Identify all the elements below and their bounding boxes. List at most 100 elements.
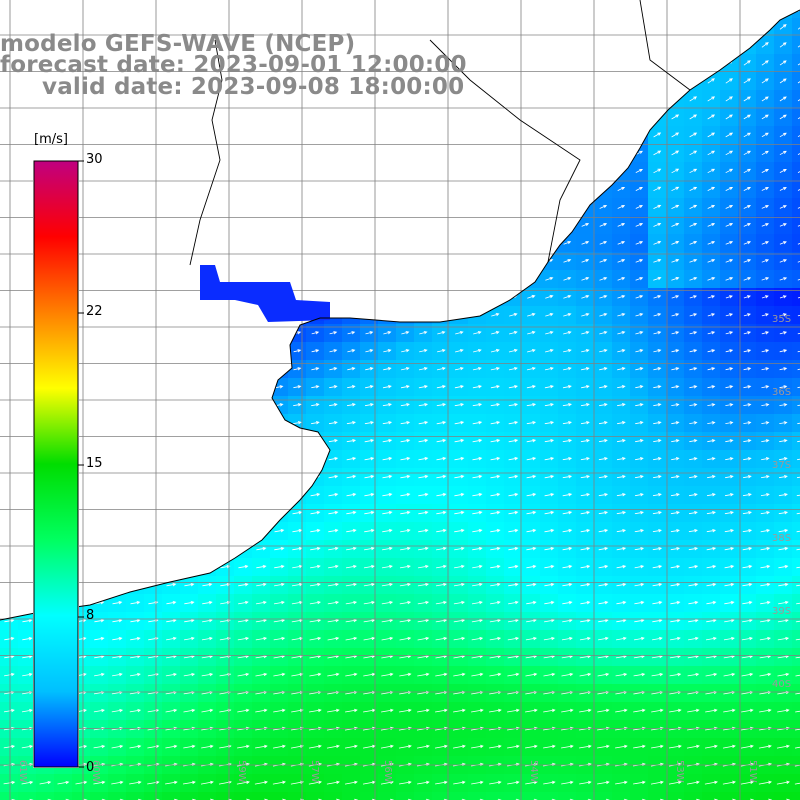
- wind-cell: [0, 396, 19, 415]
- wind-arrow: [402, 169, 409, 173]
- wind-arrow: [795, 726, 800, 731]
- wind-arrow: [437, 205, 445, 209]
- wind-cell: [468, 108, 487, 127]
- wind-cell: [36, 108, 55, 127]
- wind-arrow: [598, 493, 609, 497]
- wind-arrow: [221, 277, 229, 281]
- wind-arrow: [419, 223, 427, 227]
- wind-arrow: [308, 744, 322, 749]
- wind-arrow: [112, 636, 123, 641]
- wind-cell: [180, 432, 199, 451]
- wind-arrow: [472, 438, 483, 443]
- wind-arrow: [796, 582, 800, 587]
- wind-cell: [792, 594, 800, 613]
- wind-arrow: [507, 672, 520, 677]
- wind-arrow: [402, 24, 409, 30]
- wind-arrow: [185, 114, 193, 120]
- wind-arrow: [185, 439, 194, 443]
- wind-arrow: [276, 187, 283, 191]
- wind-cell: [216, 198, 235, 217]
- wind-cell: [216, 0, 235, 19]
- wind-cell: [360, 252, 379, 271]
- wind-cell: [216, 306, 235, 325]
- wind-cell: [72, 108, 91, 127]
- wind-cell: [360, 198, 379, 217]
- wind-arrow: [327, 708, 340, 713]
- wind-cell: [288, 432, 307, 451]
- wind-cell: [306, 234, 325, 253]
- wind-arrow: [95, 205, 104, 209]
- wind-arrow: [490, 510, 501, 515]
- wind-arrow: [456, 151, 463, 155]
- wind-arrow: [365, 259, 373, 263]
- wind-cell: [90, 504, 109, 523]
- wind-arrow: [348, 151, 355, 155]
- wind-arrow: [131, 277, 140, 281]
- wind-arrow: [599, 223, 608, 227]
- wind-arrow: [617, 24, 625, 30]
- wind-cell: [360, 180, 379, 199]
- wind-arrow: [22, 511, 33, 515]
- wind-cell: [540, 792, 559, 800]
- wind-arrow: [527, 330, 536, 335]
- wind-cell: [216, 504, 235, 523]
- wind-arrow: [725, 241, 734, 245]
- wind-cell: [648, 36, 667, 55]
- wind-cell: [378, 126, 397, 145]
- wind-arrow: [779, 132, 787, 138]
- wind-arrow: [689, 114, 698, 120]
- wind-arrow: [633, 708, 646, 713]
- wind-cell: [270, 486, 289, 505]
- wind-cell: [108, 342, 127, 361]
- wind-arrow: [166, 636, 177, 641]
- wind-arrow: [761, 169, 770, 173]
- wind-arrow: [510, 42, 517, 48]
- wind-cell: [558, 198, 577, 217]
- wind-arrow: [454, 367, 464, 371]
- wind-arrow: [203, 313, 211, 317]
- wind-arrow: [563, 367, 572, 371]
- wind-arrow: [743, 132, 751, 138]
- wind-arrow: [797, 223, 800, 227]
- wind-arrow: [383, 277, 392, 281]
- wind-arrow: [743, 5, 751, 12]
- wind-arrow: [563, 169, 572, 173]
- wind-cell: [324, 180, 343, 199]
- wind-arrow: [383, 349, 392, 353]
- wind-cell: [144, 144, 163, 163]
- wind-arrow: [563, 295, 572, 299]
- wind-arrow: [581, 277, 590, 281]
- wind-arrow: [113, 313, 122, 317]
- wind-cell: [234, 432, 253, 451]
- wind-cell: [180, 126, 199, 145]
- wind-arrow: [581, 331, 590, 335]
- wind-cell: [54, 0, 73, 19]
- wind-cell: [216, 468, 235, 487]
- wind-arrow: [797, 295, 800, 299]
- wind-arrow: [348, 187, 355, 191]
- wind-arrow: [724, 600, 735, 605]
- wind-arrow: [760, 511, 771, 515]
- wind-arrow: [221, 259, 229, 263]
- wind-arrow: [147, 708, 160, 713]
- wind-cell: [612, 162, 631, 181]
- wind-arrow: [743, 295, 751, 299]
- wind-arrow: [492, 24, 499, 30]
- wind-arrow: [473, 277, 482, 281]
- wind-arrow: [438, 132, 445, 137]
- wind-arrow: [454, 528, 465, 533]
- wind-arrow: [563, 241, 572, 245]
- wind-arrow: [185, 187, 193, 191]
- wind-cell: [162, 198, 181, 217]
- wind-arrow: [149, 421, 158, 425]
- wind-arrow: [384, 115, 391, 119]
- wind-arrow: [761, 313, 769, 317]
- wind-arrow: [272, 780, 286, 785]
- wind-cell: [540, 36, 559, 55]
- wind-arrow: [741, 708, 754, 713]
- wind-cell: [198, 468, 217, 487]
- wind-arrow: [526, 475, 537, 479]
- wind-arrow: [527, 259, 536, 263]
- wind-arrow: [563, 60, 571, 66]
- wind-arrow: [543, 636, 555, 641]
